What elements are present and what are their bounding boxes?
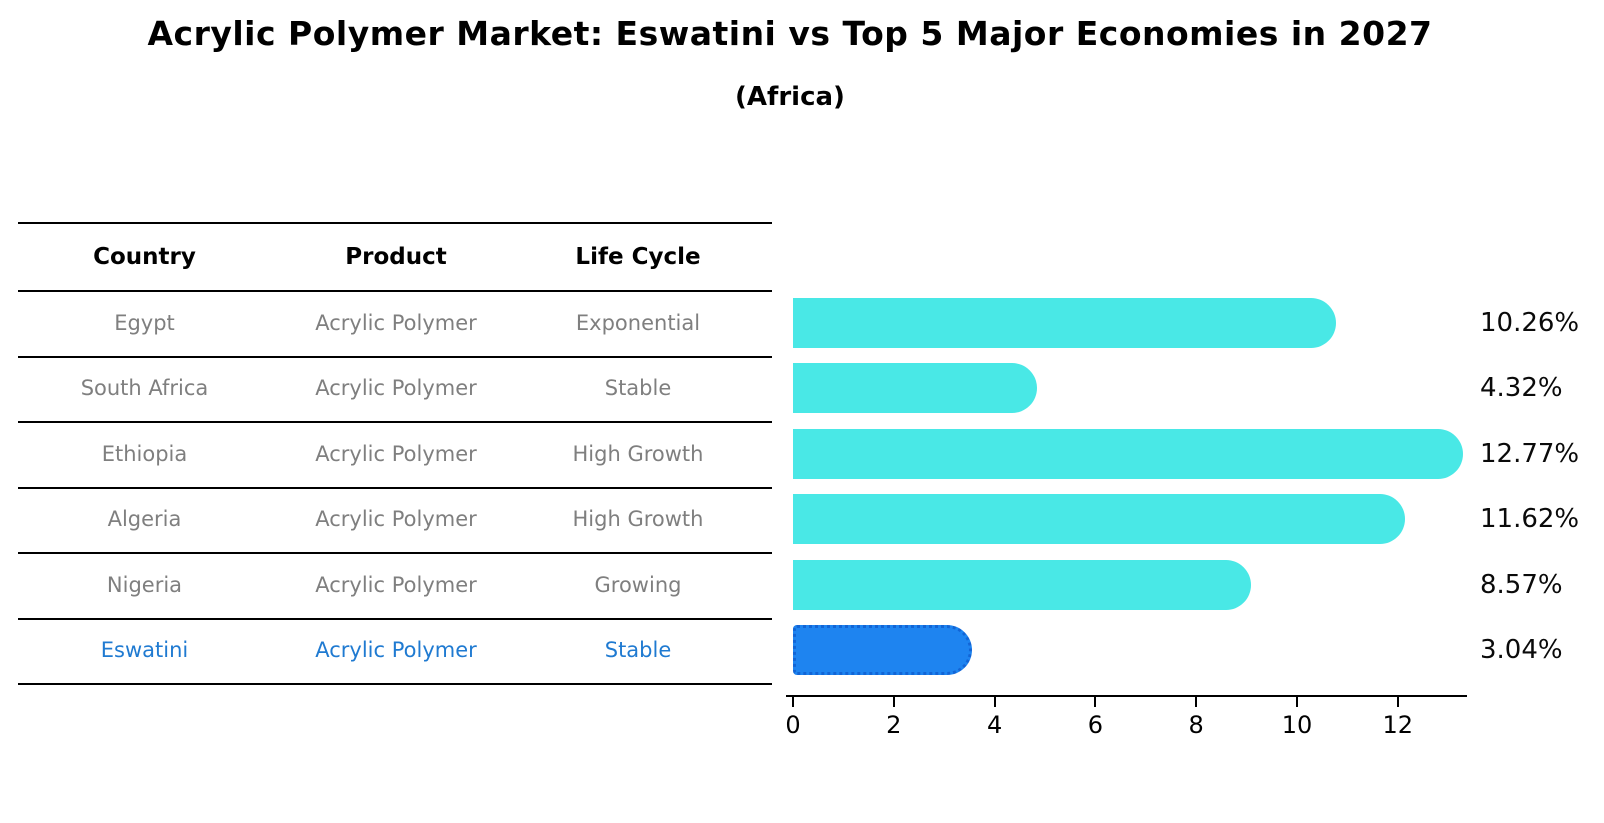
cell-country: Nigeria [106,572,183,597]
cell-product: Acrylic Polymer [315,310,477,335]
x-axis-tick-label: 0 [785,711,801,739]
page-title: Acrylic Polymer Market: Eswatini vs Top … [147,14,1433,53]
cell-country: Ethiopia [101,441,188,466]
table-row: Egypt Acrylic Polymer Exponential [18,290,755,356]
cell-product: Acrylic Polymer [315,376,477,401]
bar [793,363,1037,414]
table-row: Eswatini Acrylic Polymer Stable [18,618,755,684]
cell-life-cycle: High Growth [572,441,704,466]
x-axis-tick-label: 8 [1188,711,1204,739]
bar-value-label: 3.04% [1480,635,1563,666]
cell-life-cycle: Growing [594,572,682,597]
bar [793,297,1337,348]
cell-product: Acrylic Polymer [315,507,477,532]
bar [793,494,1405,545]
table-row-separator [18,683,772,685]
cell-product: Acrylic Polymer [315,572,477,597]
cell-life-cycle: High Growth [572,507,704,532]
cell-country: South Africa [80,376,209,401]
cell-country: Eswatini [100,638,189,663]
table-row: Algeria Acrylic Polymer High Growth [18,487,755,553]
x-axis-tick-label: 10 [1281,711,1313,739]
table-row-separator [18,355,772,358]
bar-value-label: 8.57% [1480,569,1563,600]
table-row-separator [18,486,772,489]
bar-value-label: 10.26% [1480,307,1580,338]
x-axis-tick-label: 4 [986,711,1003,739]
x-axis-tick [1195,697,1198,707]
x-axis-tick-label: 12 [1382,711,1414,739]
x-axis-line [786,695,1467,697]
cell-product: Acrylic Polymer [315,441,477,466]
cell-country: Egypt [114,310,175,335]
bar-value-label: 11.62% [1480,504,1580,535]
x-axis-tick [792,697,794,707]
table-row: South Africa Acrylic Polymer Stable [18,356,755,422]
cell-country: Algeria [107,507,182,532]
header-country: Country [93,244,196,270]
bar-eswatini-highlighted [793,625,973,676]
table-row: Ethiopia Acrylic Polymer High Growth [18,421,755,487]
table-row-separator [18,617,772,620]
bar-value-label: 4.32% [1480,373,1563,404]
cell-product: Acrylic Polymer [315,638,477,663]
header-life-cycle: Life Cycle [575,244,701,270]
x-axis-tick-label: 2 [886,711,902,739]
table-row-separator [18,290,772,292]
table-row-separator [18,421,772,423]
bar-value-label: 12.77% [1480,438,1580,469]
header-product: Product [345,244,447,270]
table-header-row: Country Product Life Cycle [18,224,755,290]
cell-life-cycle: Stable [604,638,672,663]
table-row-separator [18,552,772,554]
x-axis-tick [1094,697,1097,707]
cell-life-cycle: Exponential [575,310,701,335]
table-row-separator [18,222,772,224]
x-axis-tick [1396,697,1399,707]
bar [793,559,1251,610]
x-axis-tick [892,697,895,707]
table-row: Nigeria Acrylic Polymer Growing [18,552,755,618]
x-axis-tick [993,697,996,707]
bar [793,428,1463,479]
page-subtitle: (Africa) [735,82,845,112]
x-axis-tick [1296,697,1298,707]
x-axis-tick-label: 6 [1087,711,1104,739]
cell-life-cycle: Stable [604,376,672,401]
